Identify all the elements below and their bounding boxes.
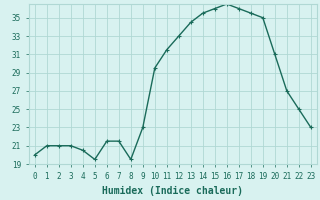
X-axis label: Humidex (Indice chaleur): Humidex (Indice chaleur) [102, 186, 243, 196]
